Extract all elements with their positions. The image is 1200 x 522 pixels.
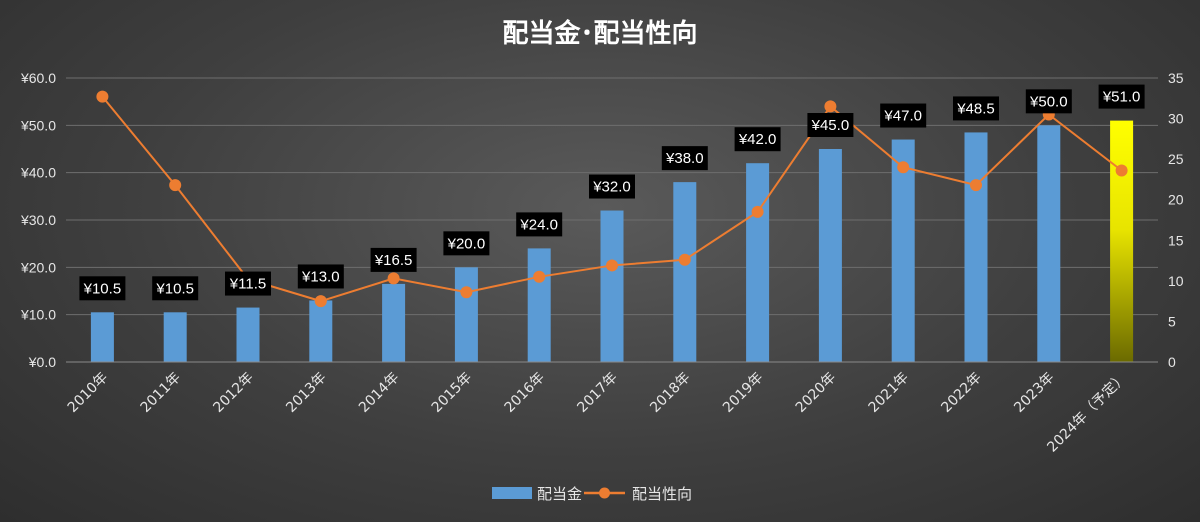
y-left-tick-label: ¥0.0 xyxy=(28,354,56,370)
data-label-box xyxy=(880,103,927,128)
bar xyxy=(236,307,260,362)
bar xyxy=(454,267,478,362)
x-tick-label: 2014年 xyxy=(356,370,402,416)
y-right-tick-label: 0 xyxy=(1168,354,1176,370)
data-label: ¥16.5 xyxy=(374,252,413,269)
x-tick-label: 2018年 xyxy=(647,370,693,416)
data-label-box xyxy=(516,212,563,237)
data-label-box xyxy=(661,146,708,171)
x-tick-label: 2015年 xyxy=(429,370,475,416)
chart-title: 配当金･配当性向 xyxy=(502,18,697,49)
x-tick-label: 2010年 xyxy=(65,370,111,416)
line-point xyxy=(460,286,473,299)
y-left-tick-label: ¥50.0 xyxy=(20,117,56,133)
data-label-box xyxy=(297,264,344,289)
data-label: ¥38.0 xyxy=(665,150,704,167)
line-point xyxy=(606,259,618,272)
x-tick-label: 2013年 xyxy=(283,370,329,416)
y-right-tick-label: 15 xyxy=(1168,232,1184,248)
bar xyxy=(90,312,114,362)
data-label-box xyxy=(734,127,781,152)
data-label-box xyxy=(1025,89,1072,114)
y-right-tick-label: 20 xyxy=(1168,192,1184,208)
line-point xyxy=(824,100,837,113)
x-tick-label: 2017年 xyxy=(574,370,620,416)
data-label: ¥45.0 xyxy=(811,117,850,134)
x-tick-label: 2011年 xyxy=(138,370,184,416)
y-right-tick-label: 5 xyxy=(1168,313,1176,329)
line-point xyxy=(169,179,182,192)
x-tick-label: 2022年 xyxy=(938,370,984,416)
y-right-tick-label: 25 xyxy=(1168,151,1184,167)
data-label: ¥42.0 xyxy=(738,131,777,148)
legend-swatch-bar xyxy=(492,487,532,499)
y-left-tick-label: ¥60.0 xyxy=(20,70,56,86)
bar xyxy=(382,283,406,362)
data-label-box xyxy=(1098,84,1145,109)
data-label-box xyxy=(589,174,635,199)
bar-series xyxy=(90,120,1134,362)
data-label: ¥50.0 xyxy=(1029,93,1068,110)
line-point xyxy=(897,161,910,174)
bar xyxy=(527,248,551,362)
line-point xyxy=(96,90,109,103)
line-point xyxy=(751,205,764,218)
bar xyxy=(891,139,915,362)
data-label: ¥48.5 xyxy=(956,100,995,117)
bar xyxy=(1110,120,1134,362)
bar xyxy=(818,149,842,362)
bar xyxy=(1037,125,1061,362)
bar xyxy=(163,312,187,362)
data-label: ¥11.5 xyxy=(229,276,266,293)
data-label-box xyxy=(443,231,490,256)
bar xyxy=(309,300,333,362)
line-point xyxy=(678,253,691,266)
data-label: ¥51.0 xyxy=(1102,89,1141,106)
data-label: ¥47.0 xyxy=(883,108,922,125)
bar xyxy=(673,182,697,362)
x-tick-label: 2012年 xyxy=(210,370,256,416)
data-label: ¥10.5 xyxy=(83,280,122,297)
x-tick-label: 2016年 xyxy=(502,370,548,416)
data-label: ¥20.0 xyxy=(447,235,486,252)
data-label-box xyxy=(225,271,271,296)
legend-label-line: 配当性向 xyxy=(632,485,692,503)
x-tick-label: 2024年（予定） xyxy=(1044,370,1130,456)
y-left-tick-label: ¥40.0 xyxy=(20,165,56,181)
data-label-box xyxy=(152,276,199,301)
line-point xyxy=(387,272,400,285)
y-left-tick-label: ¥10.0 xyxy=(20,307,56,323)
legend-label-bar: 配当金 xyxy=(537,485,582,503)
x-tick-label: 2020年 xyxy=(793,370,839,416)
legend-swatch-marker xyxy=(599,487,610,499)
data-label: ¥10.5 xyxy=(155,280,194,297)
data-labels: ¥10.5 ¥10.5 ¥11.5 ¥13.0 ¥16.5 ¥20.0 ¥24.0 ¥32.0… xyxy=(79,84,1145,301)
data-label: ¥32.0 xyxy=(592,179,631,196)
bar xyxy=(746,163,770,362)
y-right-tick-label: 35 xyxy=(1168,70,1184,86)
x-tick-label: 2023年 xyxy=(1011,370,1057,416)
x-tick-label: 2021年 xyxy=(866,370,912,416)
data-label-box xyxy=(953,96,999,121)
line-point xyxy=(314,295,327,308)
line-point xyxy=(970,179,982,192)
legend: 配当金 配当性向 xyxy=(492,485,692,503)
y-right-tick-label: 30 xyxy=(1168,111,1184,127)
data-label-box xyxy=(370,247,417,272)
x-tick-label: 2019年 xyxy=(720,370,766,416)
bar xyxy=(964,132,988,362)
line-point xyxy=(1115,164,1128,177)
line-point xyxy=(533,270,546,283)
data-label-box xyxy=(807,113,854,137)
data-label: ¥13.0 xyxy=(301,268,340,285)
data-label: ¥24.0 xyxy=(519,216,558,233)
bar xyxy=(600,210,624,362)
data-label-box xyxy=(79,276,126,301)
y-right-tick-label: 10 xyxy=(1168,273,1184,289)
y-left-tick-label: ¥20.0 xyxy=(20,259,56,275)
y-left-tick-label: ¥30.0 xyxy=(20,212,56,228)
